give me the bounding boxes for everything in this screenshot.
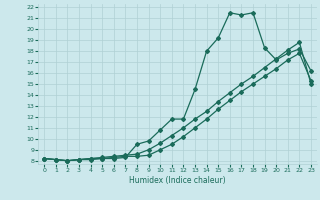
X-axis label: Humidex (Indice chaleur): Humidex (Indice chaleur) — [129, 176, 226, 185]
